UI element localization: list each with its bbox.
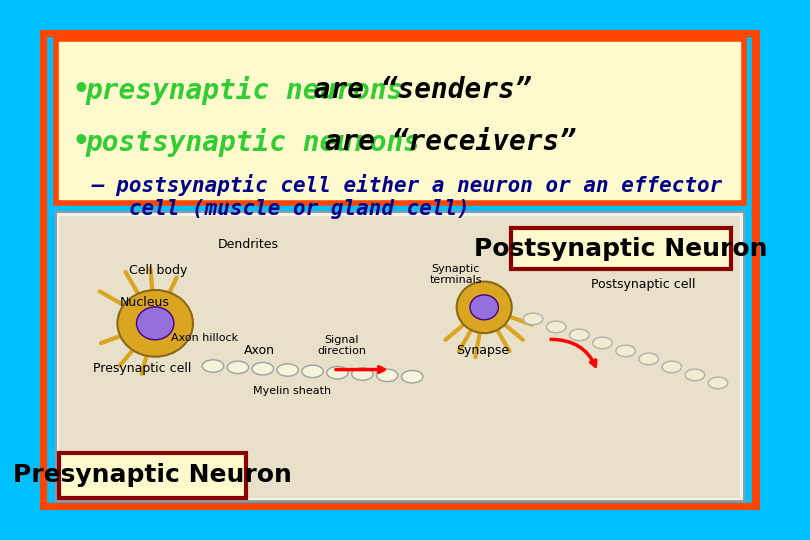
Text: Postsynaptic Neuron: Postsynaptic Neuron — [475, 237, 768, 261]
Ellipse shape — [457, 281, 512, 333]
Text: Nucleus: Nucleus — [120, 295, 169, 308]
Ellipse shape — [352, 368, 373, 380]
Ellipse shape — [402, 370, 423, 383]
Ellipse shape — [302, 365, 323, 377]
Ellipse shape — [523, 313, 543, 325]
Ellipse shape — [547, 321, 566, 333]
Ellipse shape — [639, 353, 659, 365]
Text: Axon: Axon — [244, 345, 275, 357]
Text: are “receivers”: are “receivers” — [308, 128, 576, 156]
Ellipse shape — [593, 337, 612, 349]
Text: postsynaptic neurons: postsynaptic neurons — [86, 128, 421, 157]
Ellipse shape — [616, 345, 635, 357]
Text: Presynaptic cell: Presynaptic cell — [93, 362, 191, 375]
FancyBboxPatch shape — [56, 212, 744, 501]
Text: Cell body: Cell body — [129, 265, 187, 278]
Text: are “senders”: are “senders” — [297, 76, 531, 104]
FancyBboxPatch shape — [56, 39, 744, 204]
Text: – postsynaptic cell either a neuron or an effector: – postsynaptic cell either a neuron or a… — [92, 174, 723, 196]
Text: Axon hillock: Axon hillock — [171, 333, 238, 343]
Text: Postsynaptic cell: Postsynaptic cell — [590, 278, 695, 291]
FancyBboxPatch shape — [43, 33, 757, 507]
Text: Synaptic
terminals: Synaptic terminals — [429, 264, 482, 285]
FancyBboxPatch shape — [59, 216, 740, 498]
Ellipse shape — [685, 369, 705, 381]
Ellipse shape — [662, 361, 681, 373]
Ellipse shape — [252, 362, 274, 375]
Text: •: • — [74, 128, 107, 156]
Text: presynaptic neurons: presynaptic neurons — [86, 76, 404, 105]
Text: Signal
direction: Signal direction — [318, 335, 366, 356]
Ellipse shape — [470, 295, 498, 320]
Ellipse shape — [137, 307, 174, 340]
Text: •: • — [74, 76, 107, 104]
Text: cell (muscle or gland cell): cell (muscle or gland cell) — [92, 199, 470, 219]
Text: Myelin sheath: Myelin sheath — [253, 387, 331, 396]
Ellipse shape — [377, 369, 398, 382]
Text: Synapse: Synapse — [456, 345, 509, 357]
Ellipse shape — [117, 290, 193, 357]
Ellipse shape — [202, 360, 224, 372]
Ellipse shape — [569, 329, 589, 341]
FancyBboxPatch shape — [59, 453, 246, 498]
Ellipse shape — [708, 377, 728, 389]
Text: Dendrites: Dendrites — [217, 238, 279, 251]
Ellipse shape — [277, 364, 298, 376]
Ellipse shape — [228, 361, 249, 374]
Ellipse shape — [326, 367, 348, 379]
FancyBboxPatch shape — [511, 228, 731, 269]
Text: Presynaptic Neuron: Presynaptic Neuron — [13, 463, 292, 488]
